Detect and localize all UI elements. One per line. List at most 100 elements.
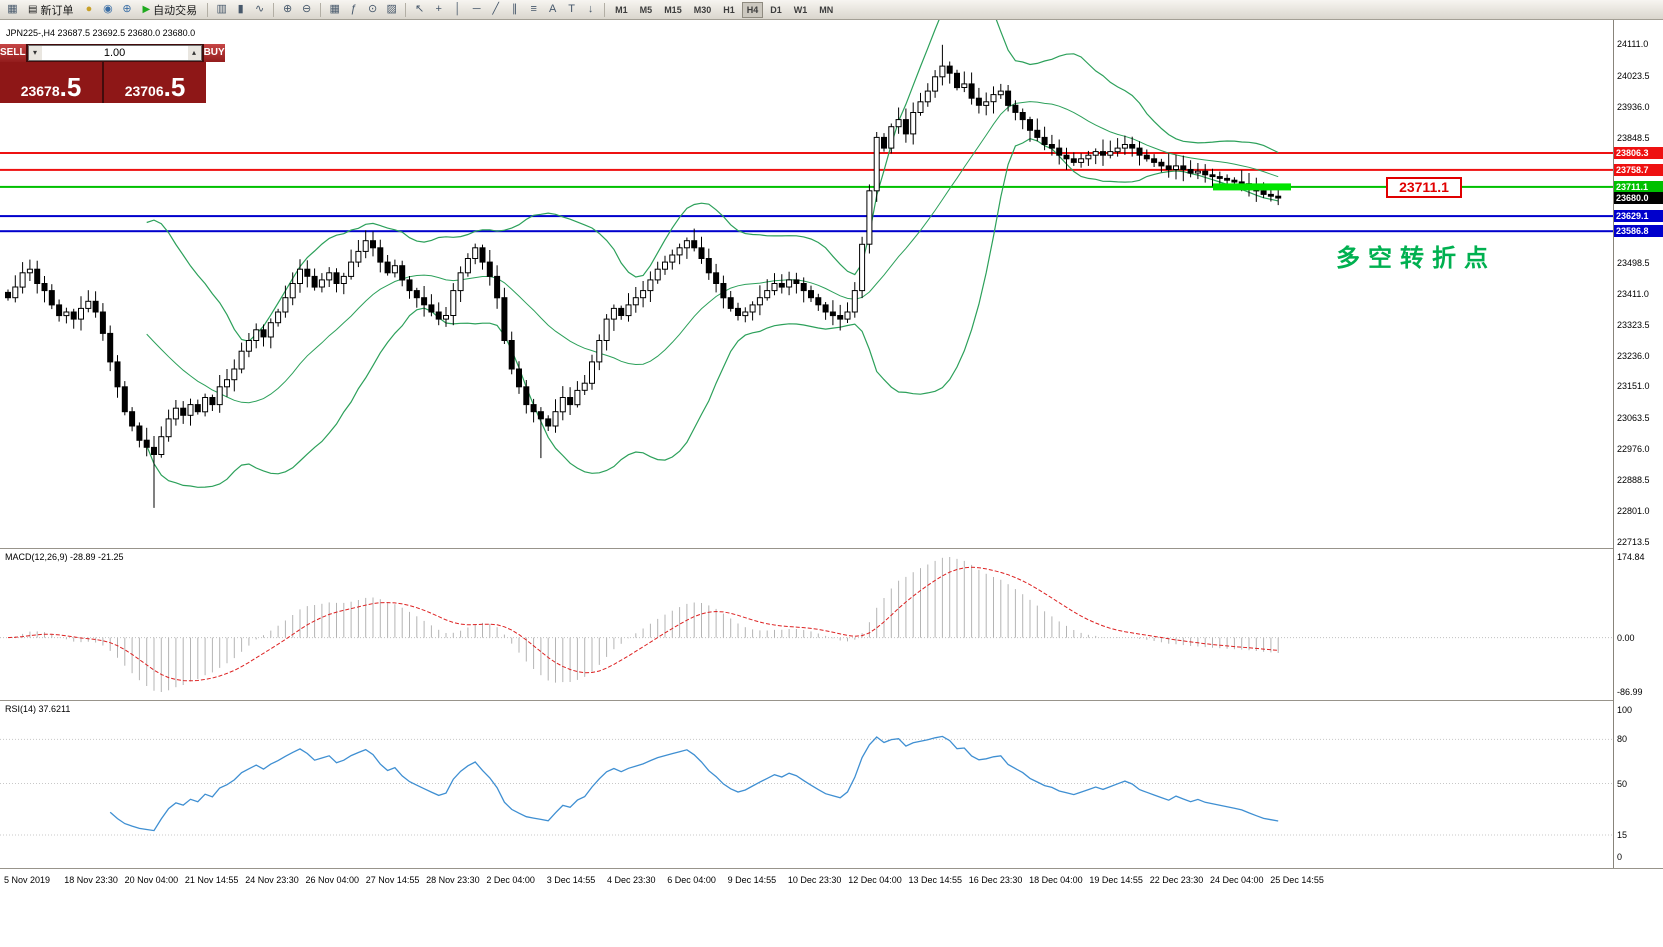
rsi-axis-label: 100	[1617, 705, 1633, 715]
price-axis-label: 22976.0	[1617, 443, 1650, 454]
volume-increase-button[interactable]: ▴	[187, 46, 201, 60]
periods-icon: ⊙	[368, 3, 378, 15]
fibonacci-icon[interactable]: ≡	[525, 2, 542, 17]
zoom-in-icon: ⊕	[283, 3, 293, 15]
new-order-button[interactable]: ▤ 新订单	[23, 2, 78, 18]
price-axis-label: 23936.0	[1617, 101, 1650, 112]
volume-input[interactable]	[41, 46, 188, 60]
time-axis-label: 5 Nov 2019	[4, 875, 51, 885]
market-watch-icon[interactable]: ▦	[4, 2, 21, 17]
vertical-line-icon[interactable]: │	[449, 2, 466, 17]
toolbar-separator	[207, 2, 209, 17]
bollinger-middle-band	[146, 101, 1279, 404]
fibonacci-icon: ≡	[530, 3, 537, 15]
price-callout[interactable]: 23711.1	[1386, 177, 1462, 198]
trendline-icon: ╱	[492, 3, 499, 15]
time-axis-label: 20 Nov 04:00	[124, 875, 179, 885]
community-icon: ⊕	[122, 3, 132, 15]
equidistant-channel-icon[interactable]: ∥	[506, 2, 523, 17]
buy-price[interactable]: 23706 .5	[104, 62, 206, 103]
tile-windows-icon[interactable]: ▦	[326, 2, 343, 17]
crosshair-icon[interactable]: +	[430, 2, 447, 17]
zoom-out-icon[interactable]: ⊖	[298, 2, 315, 17]
cursor-icon[interactable]: ↖	[411, 2, 428, 17]
timeframe-m5-button[interactable]: M5	[639, 4, 653, 15]
arrows-icon[interactable]: ↓	[582, 2, 599, 17]
toolbar-separator	[320, 2, 322, 17]
time-axis-label: 2 Dec 04:00	[486, 875, 535, 885]
main-chart-panel[interactable]: JPN225-,H4 23687.5 23692.5 23680.0 23680…	[0, 20, 1613, 548]
text-label-icon[interactable]: T	[563, 2, 580, 17]
time-axis-label: 25 Dec 14:55	[1270, 875, 1324, 885]
price-level-tag: 23758.7	[1614, 163, 1663, 176]
time-axis-label: 12 Dec 04:00	[848, 875, 902, 885]
timeframe-m30-button[interactable]: M30	[693, 4, 712, 15]
main-chart-canvas[interactable]	[0, 20, 1613, 548]
line-chart-icon[interactable]: ∿	[251, 2, 268, 17]
indicators-icon: ƒ	[350, 3, 357, 15]
price-axis-label: 23411.0	[1617, 288, 1649, 299]
support-highlight-segment[interactable]	[1213, 183, 1291, 191]
horizontal-line-icon[interactable]: ─	[468, 2, 485, 17]
history-center-icon[interactable]: ●	[80, 2, 97, 17]
rsi-panel[interactable]: RSI(14) 37.6211	[0, 701, 1613, 868]
price-axis[interactable]: 24111.0 24023.5 23936.0 23848.5 23498.5 23411…	[1614, 20, 1663, 868]
price-axis-label: 22888.5	[1617, 475, 1650, 485]
autotrade-button[interactable]: ▶ 自动交易	[137, 2, 202, 18]
rsi-line	[109, 735, 1279, 832]
price-level-tag: 23629.1	[1614, 210, 1663, 223]
crosshair-icon: +	[435, 3, 442, 15]
macd-axis-label: -86.99	[1617, 687, 1643, 697]
templates-icon[interactable]: ▨	[383, 2, 400, 17]
timeframe-mn-button[interactable]: MN	[819, 4, 834, 15]
time-axis-label: 26 Nov 04:00	[305, 875, 360, 885]
volume-decrease-button[interactable]: ▾	[28, 46, 42, 60]
trendline-icon[interactable]: ╱	[487, 2, 504, 17]
candlestick-chart-icon[interactable]: ▮	[232, 2, 249, 17]
timeframe-m1-button[interactable]: M1	[615, 4, 628, 15]
zoom-in-icon[interactable]: ⊕	[279, 2, 296, 17]
time-axis[interactable]: 5 Nov 2019 18 Nov 23:30 20 Nov 04:00 21 Nov…	[0, 869, 1613, 947]
horizontal-line-icon: ─	[472, 3, 481, 15]
price-axis-border	[1613, 20, 1614, 868]
timeframe-w1-button[interactable]: W1	[793, 4, 808, 15]
templates-icon: ▨	[386, 3, 397, 15]
sell-price-main: 23678	[20, 83, 60, 99]
current-price-tag: 23680.0	[1614, 192, 1663, 204]
community-icon[interactable]: ⊕	[118, 2, 135, 17]
toolbar-separator	[273, 2, 275, 17]
macd-histogram	[14, 557, 1279, 692]
sell-price[interactable]: 23678 .5	[0, 62, 102, 103]
sell-button[interactable]: SELL	[0, 44, 26, 62]
time-axis-label: 16 Dec 23:30	[968, 875, 1023, 885]
periods-icon[interactable]: ⊙	[364, 2, 381, 17]
line-chart-icon: ∿	[255, 3, 265, 15]
timeframe-h4-button[interactable]: H4	[741, 1, 764, 18]
macd-panel[interactable]: MACD(12,26,9) -28.89 -21.25	[0, 549, 1613, 700]
price-axis-label: 23498.5	[1617, 257, 1650, 268]
text-icon: A	[548, 3, 557, 15]
timeframe-m15-button[interactable]: M15	[664, 4, 682, 15]
macd-axis-label: 174.84	[1617, 552, 1645, 562]
bar-chart-icon[interactable]: ▥	[213, 2, 230, 17]
rsi-canvas[interactable]	[0, 701, 1613, 868]
time-axis-label: 4 Dec 23:30	[607, 875, 656, 885]
timeframe-h1-button[interactable]: H1	[723, 4, 735, 15]
profile-icon[interactable]: ◉	[99, 2, 116, 17]
autotrade-icon: ▶	[142, 4, 151, 15]
indicators-icon[interactable]: ƒ	[345, 2, 362, 17]
toolbar-separator	[405, 2, 407, 17]
price-level-tag: 23806.3	[1614, 147, 1663, 159]
text-icon[interactable]: A	[544, 2, 561, 17]
timeframe-d1-button[interactable]: D1	[770, 4, 782, 15]
rsi-axis-label: 0	[1617, 852, 1623, 862]
panel-separator[interactable]	[0, 700, 1663, 701]
panel-separator[interactable]	[0, 868, 1663, 869]
buy-button[interactable]: BUY	[203, 44, 225, 62]
time-axis-label: 24 Dec 04:00	[1210, 875, 1264, 885]
panel-separator[interactable]	[0, 548, 1663, 549]
price-axis-label: 24111.0	[1617, 39, 1649, 50]
macd-canvas[interactable]	[0, 549, 1613, 700]
price-axis-label: 22713.5	[1617, 537, 1650, 548]
